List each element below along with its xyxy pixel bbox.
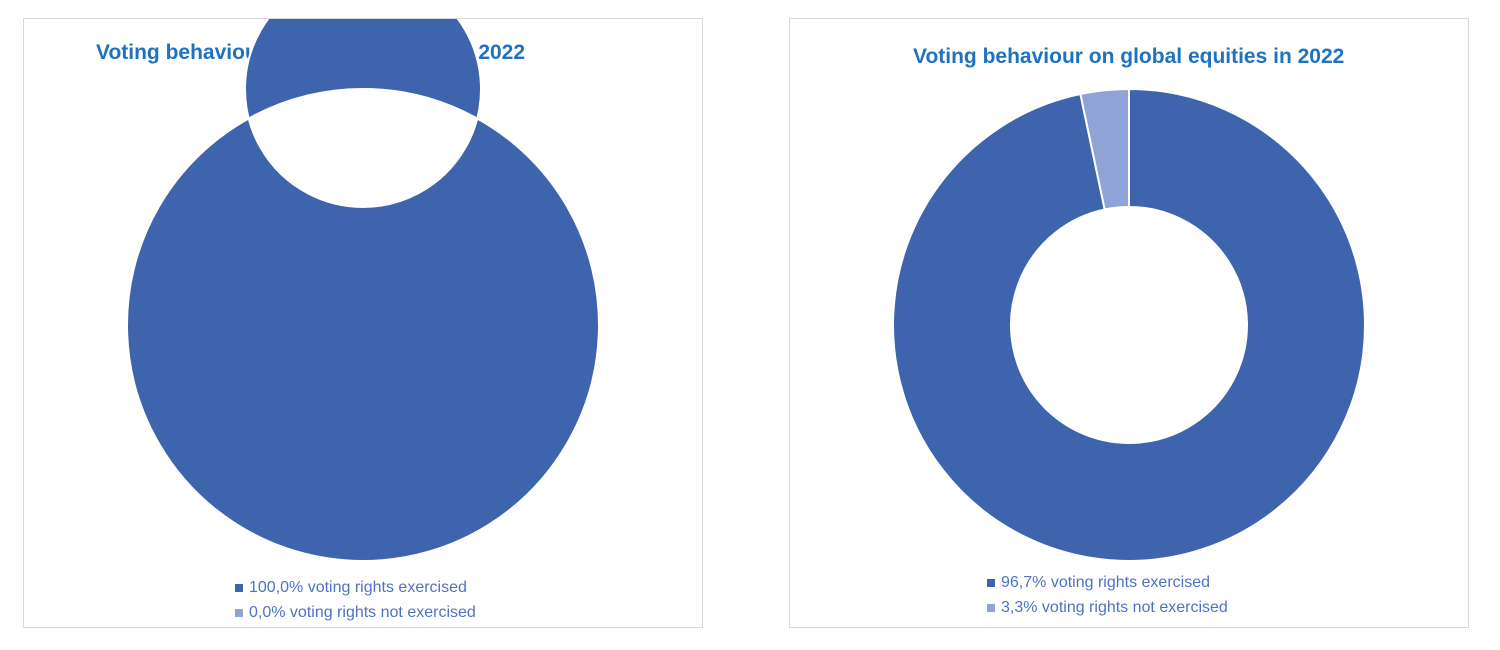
legend-label: 0,0% voting rights not exercised xyxy=(249,603,476,621)
legend-swatch xyxy=(235,608,243,617)
legend-label: 3,3% voting rights not exercised xyxy=(1001,598,1228,616)
donut-chart xyxy=(892,87,1366,562)
legend-swatch xyxy=(235,583,243,592)
legend-item-exercised: 96,7% voting rights exercised xyxy=(987,570,1228,595)
legend-item-not-exercised: 0,0% voting rights not exercised xyxy=(235,600,476,625)
legend-swatch xyxy=(987,578,995,587)
donut-slice-exercised xyxy=(892,87,1366,562)
chart-legend: 96,7% voting rights exercised 3,3% votin… xyxy=(987,570,1228,620)
chart-title: Voting behaviour on global equities in 2… xyxy=(913,45,1345,68)
legend-item-not-exercised: 3,3% voting rights not exercised xyxy=(987,595,1228,620)
chart-panel-global: Voting behaviour on global equities in 2… xyxy=(789,18,1469,628)
legend-swatch xyxy=(987,603,995,612)
legend-item-exercised: 100,0% voting rights exercised xyxy=(235,575,476,600)
donut-chart xyxy=(125,19,600,562)
legend-label: 96,7% voting rights exercised xyxy=(1001,573,1210,591)
legend-label: 100,0% voting rights exercised xyxy=(249,578,467,596)
chart-legend: 100,0% voting rights exercised 0,0% voti… xyxy=(235,575,476,625)
chart-panel-swiss: Voting behaviour on Swiss equities in 20… xyxy=(23,18,703,628)
donut-slice-exercised xyxy=(125,19,600,562)
